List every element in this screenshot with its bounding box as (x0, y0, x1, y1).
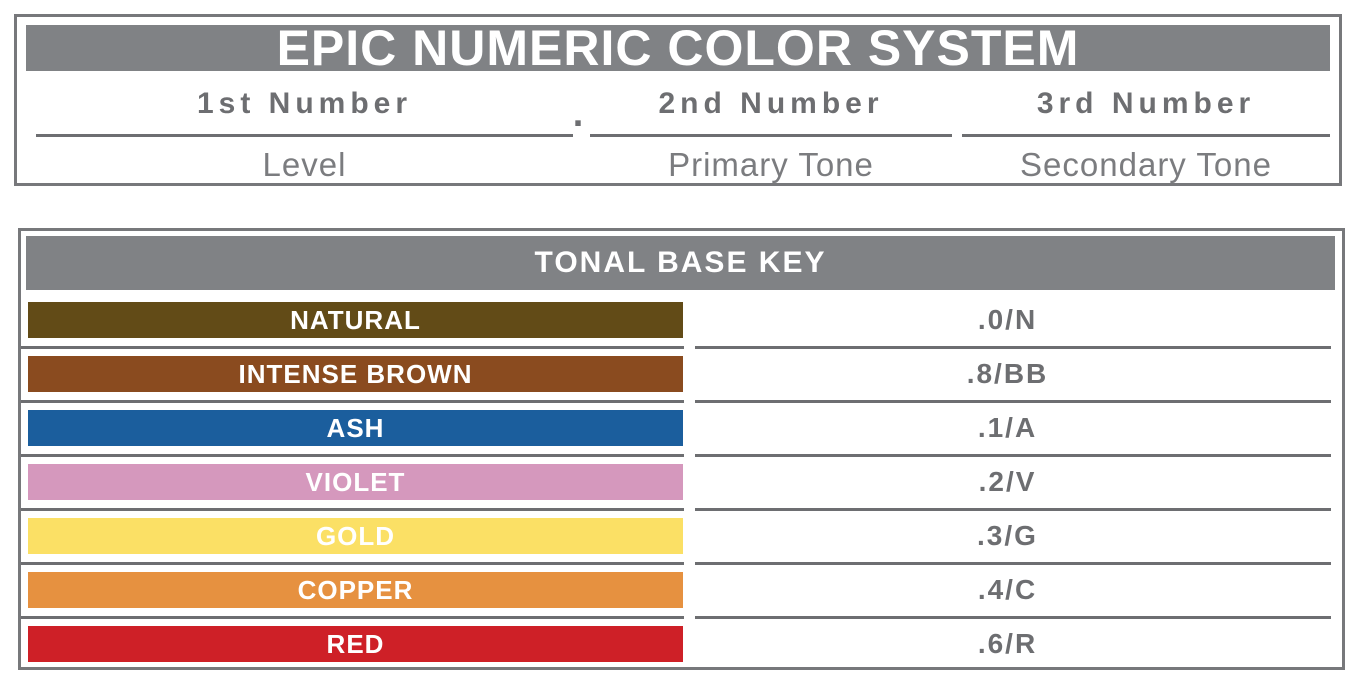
first-number-meaning: Level (262, 146, 347, 183)
tone-code: .0/N (977, 304, 1038, 335)
row-divider-right (695, 508, 1331, 511)
tonal-rows: NATURAL .0/N INTENSE BROWN .8/BB ASH .1/… (21, 302, 1342, 667)
tone-code: .3/G (977, 520, 1038, 551)
second-number-meaning: Primary Tone (668, 146, 874, 183)
tone-code: .2/V (978, 466, 1037, 497)
tone-code: .1/A (977, 412, 1038, 443)
numeric-color-system-panel: EPIC NUMERIC COLOR SYSTEM 1st Number Lev… (14, 14, 1342, 186)
color-swatch-bar: VIOLET (28, 464, 683, 500)
row-divider-left (21, 508, 684, 511)
tone-code: .4/C (977, 574, 1038, 605)
color-swatch-bar: GOLD (28, 518, 683, 554)
row-divider-left (21, 346, 684, 349)
panel-title-bar: EPIC NUMERIC COLOR SYSTEM (26, 20, 1330, 76)
column-second-number: 2nd Number Primary Tone (590, 87, 952, 183)
table-row: VIOLET .2/V (21, 464, 1342, 518)
table-row: INTENSE BROWN .8/BB (21, 356, 1342, 410)
row-divider-right (695, 562, 1331, 565)
tone-name: VIOLET (305, 466, 406, 497)
tone-name: INTENSE BROWN (238, 358, 473, 389)
table-row: COPPER .4/C (21, 572, 1342, 626)
tone-name: NATURAL (290, 304, 421, 335)
tone-name: ASH (326, 412, 385, 443)
tone-code: .6/R (977, 628, 1038, 659)
table-row: GOLD .3/G (21, 518, 1342, 572)
row-divider-right (695, 400, 1331, 403)
column-first-number: 1st Number Level (36, 87, 573, 183)
table-row: ASH .1/A (21, 410, 1342, 464)
column-third-number: 3rd Number Secondary Tone (962, 87, 1330, 183)
color-swatch-bar: NATURAL (28, 302, 683, 338)
second-number-label: 2nd Number (590, 87, 952, 137)
row-divider-left (21, 562, 684, 565)
tone-name: RED (326, 628, 385, 659)
row-divider-left (21, 616, 684, 619)
third-number-label: 3rd Number (962, 87, 1330, 137)
row-divider-right (695, 454, 1331, 457)
table-row: NATURAL .0/N (21, 302, 1342, 356)
color-swatch-bar: INTENSE BROWN (28, 356, 683, 392)
tone-code: .8/BB (966, 358, 1049, 389)
key-title: TONAL BASE KEY (534, 246, 827, 279)
row-divider-left (21, 454, 684, 457)
row-divider-right (695, 346, 1331, 349)
key-title-bar: TONAL BASE KEY (26, 236, 1335, 290)
third-number-meaning: Secondary Tone (1020, 146, 1272, 183)
tone-name: GOLD (315, 520, 396, 551)
page-title: EPIC NUMERIC COLOR SYSTEM (276, 20, 1080, 76)
first-number-label: 1st Number (36, 87, 573, 137)
tonal-base-key-panel: TONAL BASE KEY NATURAL .0/N INTENSE BROW… (18, 228, 1345, 670)
row-divider-left (21, 400, 684, 403)
tone-name: COPPER (297, 574, 414, 605)
color-swatch-bar: COPPER (28, 572, 683, 608)
decimal-separator: . (572, 93, 584, 135)
table-row: RED .6/R (21, 626, 1342, 667)
color-swatch-bar: RED (28, 626, 683, 662)
row-divider-right (695, 616, 1331, 619)
color-swatch-bar: ASH (28, 410, 683, 446)
